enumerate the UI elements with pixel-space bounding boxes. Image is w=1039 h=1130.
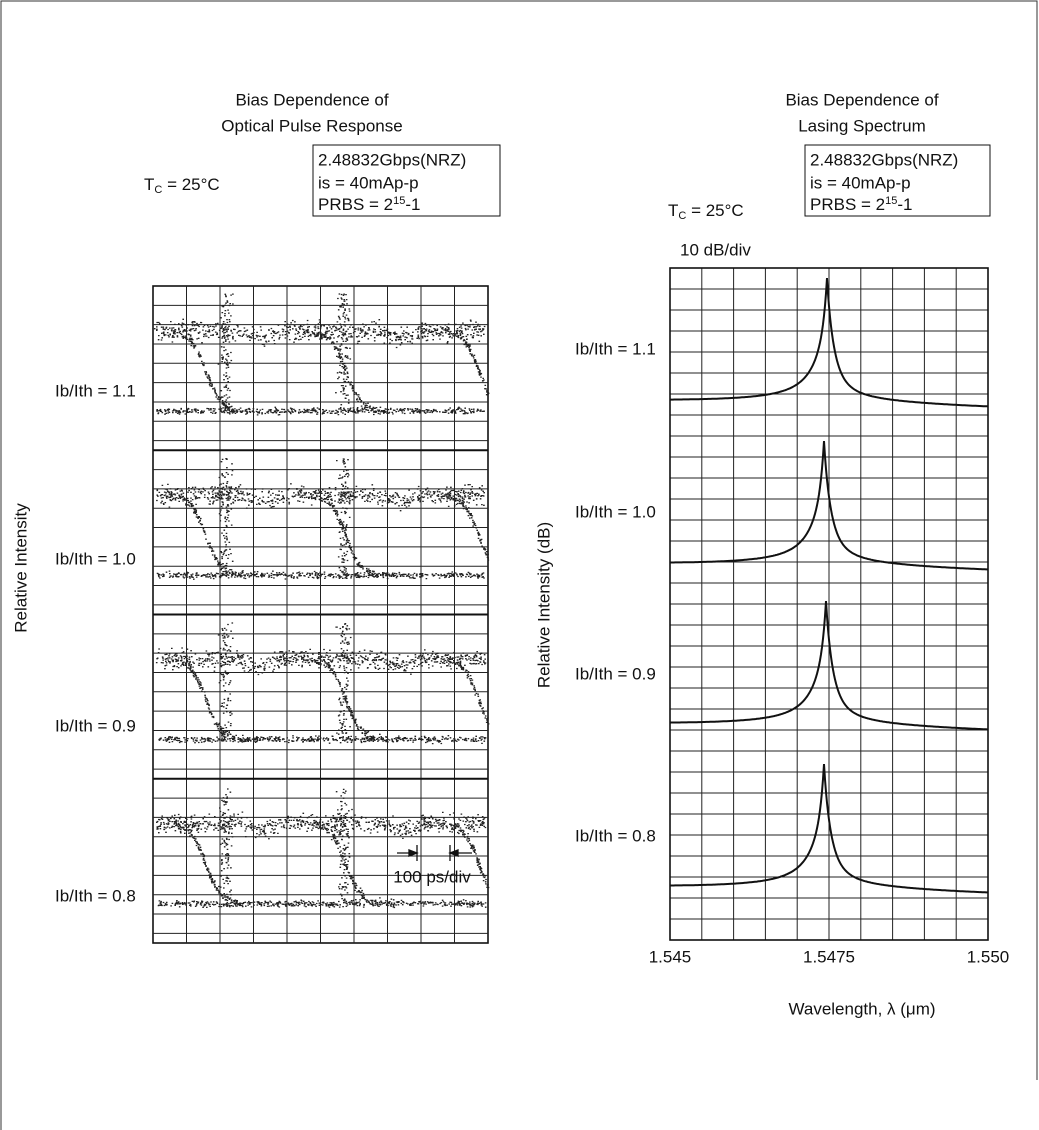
eye-diagram bbox=[153, 286, 489, 943]
condition: 2.48832Gbps(NRZ) bbox=[810, 150, 958, 169]
eye-trace bbox=[154, 294, 490, 415]
eye-trace bbox=[156, 459, 489, 580]
condition: is = 40mAp-p bbox=[318, 173, 419, 192]
time-scale: 100 ps/div bbox=[393, 867, 471, 886]
scale-marker bbox=[397, 845, 472, 861]
condition: PRBS = 215-1 bbox=[318, 195, 421, 215]
eye-trace bbox=[156, 789, 489, 908]
y-axis-label: Relative Intensity (dB) bbox=[534, 522, 553, 688]
x-tick-label: 1.550 bbox=[967, 947, 1010, 966]
right-title: Lasing Spectrum bbox=[798, 116, 926, 135]
condition-text: -1 bbox=[897, 195, 912, 214]
page: Bias Dependence of Optical Pulse Respons… bbox=[0, 0, 1039, 1130]
temp-symbol: T bbox=[668, 201, 678, 220]
condition: 2.48832Gbps(NRZ) bbox=[318, 150, 466, 169]
left-title: Optical Pulse Response bbox=[221, 116, 402, 135]
temp-sub: C bbox=[678, 210, 686, 222]
trace-label: Ib/Ith = 0.9 bbox=[55, 716, 136, 735]
db-scale: 10 dB/div bbox=[680, 240, 751, 259]
trace-label: Ib/Ith = 1.1 bbox=[575, 339, 656, 358]
trace-label: Ib/Ith = 0.9 bbox=[575, 664, 656, 683]
condition-text: PRBS = 2 bbox=[318, 195, 393, 214]
condition-text: -1 bbox=[405, 195, 420, 214]
condition: PRBS = 215-1 bbox=[810, 195, 913, 215]
temperature: TC = 25°C bbox=[144, 175, 220, 195]
eye-trace bbox=[156, 623, 490, 744]
left-title: Bias Dependence of bbox=[235, 90, 388, 109]
x-tick-label: 1.545 bbox=[649, 947, 692, 966]
trace-label: Ib/Ith = 1.1 bbox=[55, 381, 136, 400]
right-title: Bias Dependence of bbox=[785, 90, 938, 109]
y-axis-label: Relative Intensity bbox=[11, 503, 30, 633]
condition-sup: 15 bbox=[393, 195, 405, 207]
trace-label: Ib/Ith = 0.8 bbox=[55, 886, 136, 905]
temp-sub: C bbox=[154, 184, 162, 196]
temp-symbol: T bbox=[144, 175, 154, 194]
condition-sup: 15 bbox=[885, 195, 897, 207]
trace-label: Ib/Ith = 0.8 bbox=[575, 826, 656, 845]
temperature: TC = 25°C bbox=[668, 201, 744, 221]
x-tick-label: 1.5475 bbox=[803, 947, 855, 966]
temp-value: = 25°C bbox=[162, 175, 219, 194]
condition: is = 40mAp-p bbox=[810, 173, 911, 192]
trace-label: Ib/Ith = 1.0 bbox=[575, 502, 656, 521]
x-axis-label: Wavelength, λ (μm) bbox=[788, 999, 935, 1018]
page-border bbox=[1, 1, 1037, 1130]
trace-label: Ib/Ith = 1.0 bbox=[55, 549, 136, 568]
temp-value: = 25°C bbox=[686, 201, 743, 220]
condition-text: PRBS = 2 bbox=[810, 195, 885, 214]
spectrum-plot bbox=[670, 268, 988, 940]
